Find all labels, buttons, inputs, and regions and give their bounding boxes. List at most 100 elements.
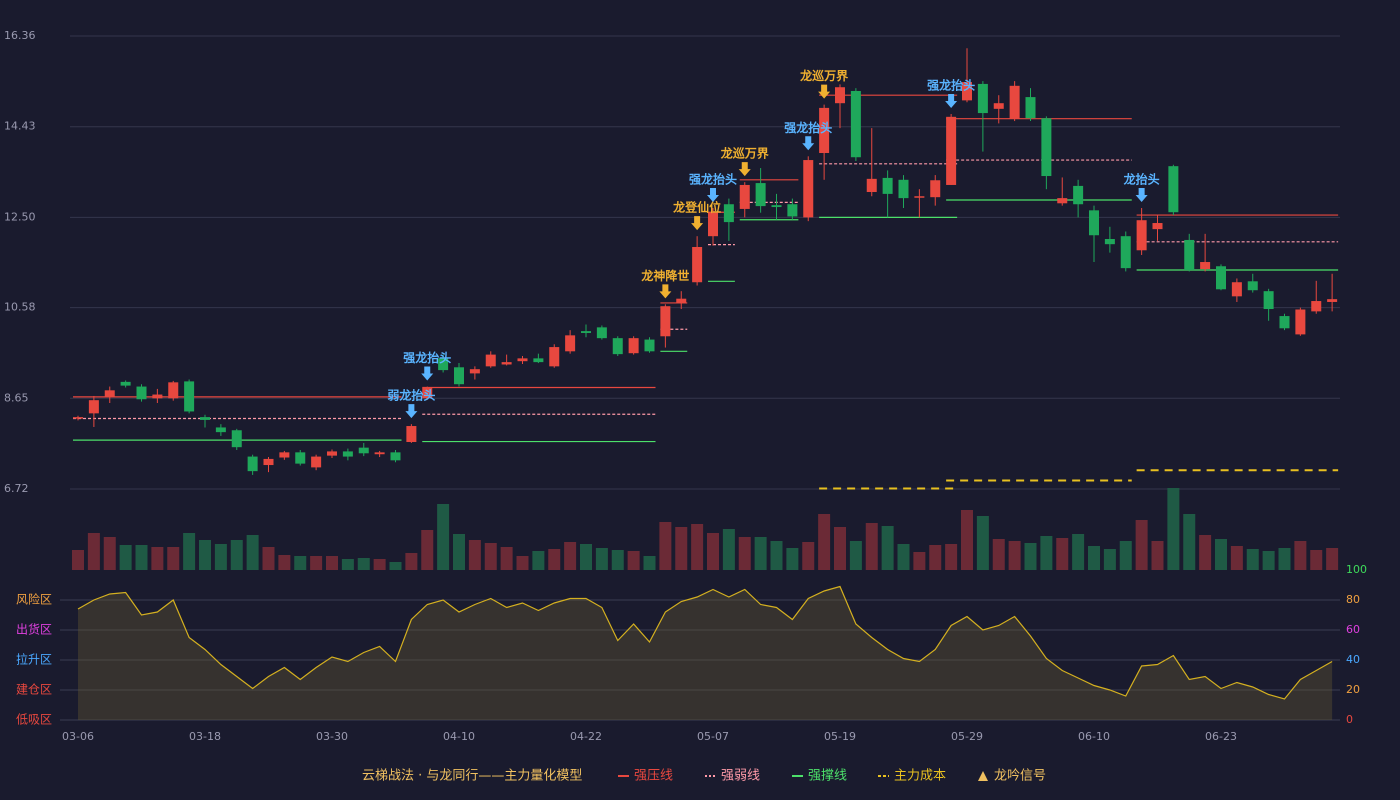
candle-body [549, 347, 560, 367]
candle-body [1168, 166, 1179, 213]
volume-bar [834, 527, 846, 570]
volume-bar [595, 548, 608, 570]
volume-bar [167, 547, 180, 570]
volume-bar [183, 533, 196, 570]
candle-body [1327, 299, 1338, 302]
candle-body [755, 183, 766, 207]
volume-bar [199, 540, 211, 570]
signal-arrow [659, 284, 672, 299]
osc-tick-label: 40 [1346, 653, 1360, 666]
volume-bar [881, 526, 894, 570]
candle-body [1200, 262, 1211, 270]
signal-arrow [691, 216, 704, 231]
candle-body [231, 430, 242, 448]
osc-tick-label: 60 [1346, 623, 1360, 636]
volume-bar [72, 550, 84, 570]
candle-body [454, 367, 464, 385]
candle-body [136, 386, 147, 400]
candle-body [993, 103, 1004, 109]
candle-body [1057, 198, 1068, 204]
y-tick-label: 14.43 [4, 120, 36, 133]
volume-bar [1103, 549, 1116, 570]
volume-bar [1040, 536, 1053, 570]
volume-bar [754, 537, 767, 570]
volume-bar [87, 533, 100, 570]
candle-body [628, 338, 639, 354]
y-tick-label: 8.65 [4, 391, 29, 404]
candle-body [358, 447, 369, 454]
candle-body [914, 196, 925, 198]
volume-bar [1088, 546, 1100, 570]
candle-body [1152, 223, 1163, 230]
candle-body [104, 390, 115, 398]
candle-body [898, 179, 909, 199]
volume-bar [1119, 541, 1132, 570]
x-tick-label: 03-06 [62, 730, 94, 743]
volume-bar [564, 542, 577, 570]
candle-body [739, 184, 750, 209]
volume-bar [945, 544, 958, 570]
candle-body [771, 205, 782, 208]
signal-arrow [421, 366, 434, 381]
x-tick-label: 05-29 [951, 730, 983, 743]
candle-body [787, 204, 798, 217]
osc-area [78, 586, 1333, 720]
candle-body [803, 160, 814, 218]
volume-bar [1056, 538, 1069, 570]
volume-bar [722, 529, 735, 570]
volume-bar [786, 548, 799, 570]
candle-body [422, 387, 433, 399]
candle-body [581, 331, 591, 333]
volume-bar [643, 556, 656, 570]
volume-bar [262, 547, 275, 570]
x-tick-label: 05-19 [824, 730, 856, 743]
signal-label: 强龙抬头 [927, 78, 975, 93]
y-tick-label: 6.72 [4, 482, 29, 495]
zone-label: 拉升区 [16, 652, 52, 667]
volume-bar [818, 514, 831, 570]
volume-bar [802, 542, 815, 570]
volume-bar [913, 552, 926, 570]
osc-tick-label: 20 [1346, 683, 1360, 696]
candle-body [184, 381, 195, 412]
candle-body [200, 417, 210, 420]
osc-tick-label: 80 [1346, 593, 1360, 606]
candle-body [708, 212, 718, 237]
volume-bar [1310, 550, 1323, 570]
volume-bar [1008, 541, 1021, 570]
volume-bar [468, 540, 481, 570]
volume-bar [897, 544, 910, 570]
signal-label: 龙巡万界 [800, 68, 848, 83]
candle-body [152, 394, 163, 399]
volume-bar [961, 510, 973, 570]
osc-tick-label: 0 [1346, 713, 1353, 726]
y-tick-label: 12.50 [4, 210, 36, 223]
volume-bar [548, 549, 561, 570]
volume-bar [865, 523, 878, 570]
x-tick-label: 05-07 [697, 730, 729, 743]
volume-bar [1183, 514, 1196, 570]
candle-body [1089, 210, 1099, 236]
legend-label: 强压线 [634, 769, 673, 784]
candle-body [438, 358, 449, 371]
candle-body [835, 87, 845, 104]
volume-bar [373, 559, 386, 570]
volume-bar [580, 544, 592, 570]
volume-bar [1326, 548, 1339, 570]
volume-bar [1246, 549, 1259, 570]
candle-body [263, 458, 274, 466]
legend-label: 龙吟信号 [994, 768, 1046, 784]
candle-body [247, 456, 258, 472]
x-tick-label: 03-18 [189, 730, 221, 743]
candle-body [1025, 97, 1036, 119]
candle-body [723, 204, 734, 223]
volume-bar [135, 545, 148, 570]
candle-body [962, 82, 972, 101]
candle-body [73, 417, 83, 419]
signal-arrow [405, 404, 418, 419]
signal-label: 龙神降世 [641, 268, 689, 283]
volume-bar [611, 550, 624, 570]
legend-label: 强撑线 [808, 769, 847, 784]
